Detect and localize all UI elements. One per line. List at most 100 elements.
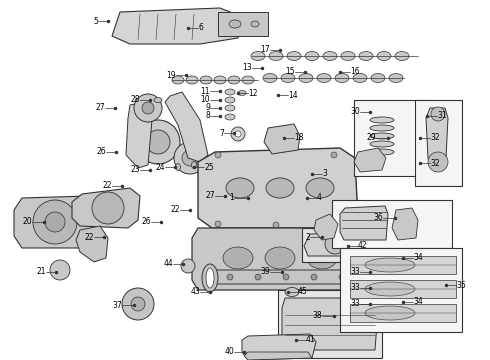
Text: 7: 7 — [219, 129, 224, 138]
Polygon shape — [314, 214, 338, 240]
Text: 26: 26 — [142, 217, 151, 226]
Ellipse shape — [186, 76, 198, 84]
Circle shape — [235, 131, 241, 137]
Polygon shape — [72, 188, 140, 228]
Polygon shape — [264, 124, 300, 154]
Ellipse shape — [154, 98, 162, 103]
Ellipse shape — [251, 51, 265, 60]
Bar — [350, 280, 456, 298]
Polygon shape — [304, 232, 378, 256]
Circle shape — [215, 221, 221, 227]
Bar — [340, 248, 462, 332]
Ellipse shape — [370, 149, 394, 155]
Circle shape — [181, 259, 195, 273]
Bar — [302, 228, 388, 262]
Text: 44: 44 — [163, 260, 173, 269]
Circle shape — [45, 212, 65, 232]
Circle shape — [33, 200, 77, 244]
Ellipse shape — [370, 141, 394, 147]
Text: 33: 33 — [350, 284, 360, 292]
Polygon shape — [210, 270, 362, 284]
Text: 28: 28 — [130, 95, 140, 104]
Polygon shape — [14, 196, 96, 248]
Text: 34: 34 — [413, 253, 423, 262]
Text: 17: 17 — [260, 45, 270, 54]
Text: 4: 4 — [317, 194, 322, 202]
Bar — [350, 256, 456, 274]
Polygon shape — [112, 8, 240, 44]
Bar — [350, 304, 456, 322]
Ellipse shape — [307, 247, 337, 269]
Ellipse shape — [395, 51, 409, 60]
Text: 26: 26 — [97, 148, 106, 157]
Text: 36: 36 — [373, 213, 383, 222]
Text: 13: 13 — [243, 63, 252, 72]
Text: 18: 18 — [294, 134, 303, 143]
Ellipse shape — [238, 90, 246, 95]
Polygon shape — [242, 334, 316, 360]
Ellipse shape — [202, 264, 218, 292]
Circle shape — [350, 236, 366, 252]
Ellipse shape — [229, 20, 241, 28]
Ellipse shape — [225, 114, 235, 120]
Polygon shape — [165, 92, 208, 162]
Polygon shape — [426, 108, 448, 170]
Ellipse shape — [389, 73, 403, 82]
Ellipse shape — [192, 162, 196, 168]
Text: 27: 27 — [205, 192, 215, 201]
Ellipse shape — [175, 163, 180, 171]
Circle shape — [146, 130, 170, 154]
Text: 5: 5 — [93, 17, 98, 26]
Text: 40: 40 — [224, 347, 234, 356]
Circle shape — [428, 152, 448, 172]
Ellipse shape — [226, 178, 254, 198]
Ellipse shape — [370, 117, 394, 123]
Ellipse shape — [365, 282, 415, 296]
Polygon shape — [192, 228, 362, 290]
Text: 10: 10 — [200, 95, 210, 104]
Circle shape — [273, 222, 279, 228]
Text: 22: 22 — [84, 233, 94, 242]
Text: 11: 11 — [200, 86, 210, 95]
Text: 43: 43 — [190, 288, 200, 297]
Text: 16: 16 — [350, 68, 360, 77]
Polygon shape — [76, 226, 108, 262]
Circle shape — [331, 221, 337, 227]
Polygon shape — [244, 352, 312, 360]
Text: 25: 25 — [204, 162, 214, 171]
Bar — [218, 12, 268, 36]
Ellipse shape — [206, 268, 214, 288]
Text: 6: 6 — [198, 23, 203, 32]
Circle shape — [50, 260, 70, 280]
Bar — [278, 290, 382, 358]
Text: 29: 29 — [367, 134, 376, 143]
Ellipse shape — [223, 247, 253, 269]
Ellipse shape — [225, 105, 235, 111]
Text: 27: 27 — [96, 104, 105, 112]
Text: 31: 31 — [437, 112, 446, 121]
Text: 32: 32 — [430, 158, 440, 167]
Ellipse shape — [281, 73, 295, 82]
Ellipse shape — [370, 125, 394, 131]
Text: 12: 12 — [248, 89, 258, 98]
Circle shape — [131, 297, 145, 311]
Ellipse shape — [266, 178, 294, 198]
Bar — [415, 100, 462, 186]
Ellipse shape — [225, 97, 235, 103]
Text: 35: 35 — [456, 280, 466, 289]
Ellipse shape — [365, 258, 415, 272]
Circle shape — [122, 288, 154, 320]
Ellipse shape — [265, 247, 295, 269]
Text: 14: 14 — [288, 90, 297, 99]
Text: 45: 45 — [298, 288, 308, 297]
Polygon shape — [126, 102, 152, 168]
Circle shape — [227, 274, 233, 280]
Circle shape — [174, 142, 206, 174]
Ellipse shape — [359, 51, 373, 60]
Ellipse shape — [228, 76, 240, 84]
Text: 42: 42 — [358, 242, 368, 251]
Ellipse shape — [353, 73, 367, 82]
Text: 3: 3 — [322, 170, 327, 179]
Circle shape — [142, 102, 154, 114]
Circle shape — [182, 150, 198, 166]
